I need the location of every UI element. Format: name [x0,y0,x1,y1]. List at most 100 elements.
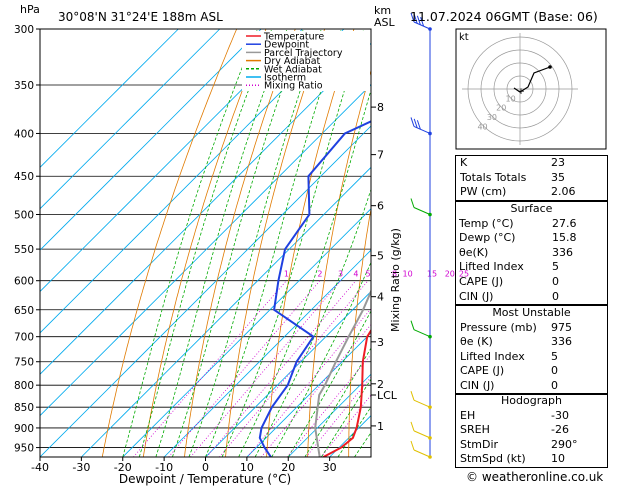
temperature-tick-label: -20 [114,461,132,474]
wind-barb-flag [410,421,415,432]
hodograph-row: SREH -26 [460,423,569,437]
wind-barb-staff [413,126,431,134]
most-unstable-row: θe (K) 336 [460,335,572,349]
wind-barb-flag [416,15,421,25]
isotherm-line [287,373,371,457]
mixing-ratio-label: 3 [338,270,343,279]
pressure-tick-label: 550 [14,244,34,256]
mixing-ratio-axis-label: Mixing Ratio (g/kg) [389,228,402,332]
legend-entry: Mixing Ratio [264,81,323,92]
wind-barb-flag [410,117,415,127]
pressure-tick-label: 300 [14,24,34,36]
series-parcel-trajectory [314,288,371,457]
hodograph-units: kt [459,32,469,43]
index-row-totals: Totals Totals 35 [460,170,565,184]
isotherm-line [205,290,371,457]
storm-motion-marker: + [517,87,525,97]
hodograph-ring-label: 10 [506,94,516,103]
hodograph-row: StmDir 290° [460,437,578,451]
wind-barb-flag [416,120,421,130]
credit-text: © weatheronline.co.uk [466,470,604,484]
wind-barb-flag [410,12,415,23]
basic-indices-table: K 23 Totals Totals 35 PW (cm) 2.06 [455,155,608,201]
mixing-ratio-line [168,280,321,457]
location-title: 30°08'N 31°24'E 188m ASL [58,10,223,24]
hodograph-title: Hodograph [501,394,562,407]
mixing-ratio-label: 25 [459,270,469,279]
dry-adiabat-line [608,29,629,457]
isotherm-line [40,84,371,417]
mixing-ratio-line [206,280,357,457]
wet-adiabat-line [205,30,342,457]
hodograph-row: EH -30 [460,408,569,422]
temperature-tick-label: 0 [202,461,209,474]
wind-barb [410,391,432,409]
temperature-tick-label: -30 [72,461,90,474]
height-tick-label: 2 [377,378,384,391]
wind-barb-staff [413,329,431,338]
wind-barb [410,117,432,136]
most-unstable-row: CIN (J) 0 [460,378,558,392]
mixing-ratio-label: 4 [353,270,358,279]
mixing-ratio-label: 2 [317,270,322,279]
pressure-tick-label: 750 [14,357,34,369]
wind-barb-flag [410,198,415,208]
mixing-ratio-label: 15 [427,270,437,279]
hodograph-point [548,65,552,69]
isotherm-line [40,29,262,251]
surface-row: Temp (°C) 27.6 [459,216,577,230]
height-tick-label: 1 [377,420,384,433]
wind-barb-staff [413,207,431,215]
wind-barb [410,421,432,440]
pressure-tick-label: 900 [14,423,34,435]
height-tick-label: 6 [377,200,384,213]
mixing-ratio-label: 10 [403,270,413,279]
isotherm-line [40,29,303,293]
dry-adiabat-line [142,29,267,457]
isotherm-line [246,332,371,457]
dry-adiabat-line [307,69,371,457]
height-axis-units-asl: ASL [374,16,396,29]
dry-adiabat-line [225,29,326,457]
pressure-tick-label: 500 [14,209,34,221]
legend-entry: Dewpoint [264,40,309,51]
index-row-k: K 23 [460,156,565,169]
wind-barb-flag [413,14,418,24]
wet-adiabat-line [304,347,371,457]
wind-barb-staff [413,430,431,439]
isotherm-line [40,29,345,334]
surface-row: Lifted Index 5 [459,260,559,274]
isotherm-line [81,166,371,457]
wet-adiabat-line [221,30,364,457]
wind-barb-station [428,436,432,440]
wind-barb [410,12,432,31]
hodograph-ring-label: 40 [477,122,487,131]
wet-adiabat-line [321,378,371,457]
wet-adiabat-line [271,261,371,457]
most-unstable-title: Most Unstable [492,306,571,319]
isotherm-line [163,249,371,457]
isotherm-line [40,42,371,375]
surface-row: Dewp (°C) 15.8 [459,231,577,245]
mixing-ratio-line [320,394,371,457]
surface-title: Surface [510,202,553,215]
wet-adiabat-line [122,30,258,457]
isotherm-line [122,208,371,457]
most-unstable-row: Pressure (mb) 975 [460,320,572,334]
mixing-ratio-label: 8 [392,270,397,279]
mixing-ratio-line [190,280,341,457]
legend-entry: Isotherm [264,73,306,84]
wind-barb-flag [413,118,418,129]
height-tick-label: 4 [377,291,384,304]
series-dewpoint [258,120,371,457]
pressure-tick-label: 700 [14,332,34,344]
dry-adiabat-line [101,29,238,457]
hodograph-ring-label: 30 [487,113,497,122]
height-tick-label: 8 [377,101,384,114]
dry-adiabat-line [184,29,296,457]
height-axis-units-km: km [374,4,391,17]
most-unstable-row: Lifted Index 5 [460,349,558,363]
height-tick-label: 5 [377,250,384,263]
most-unstable-row: CAPE (J) 0 [460,364,558,378]
